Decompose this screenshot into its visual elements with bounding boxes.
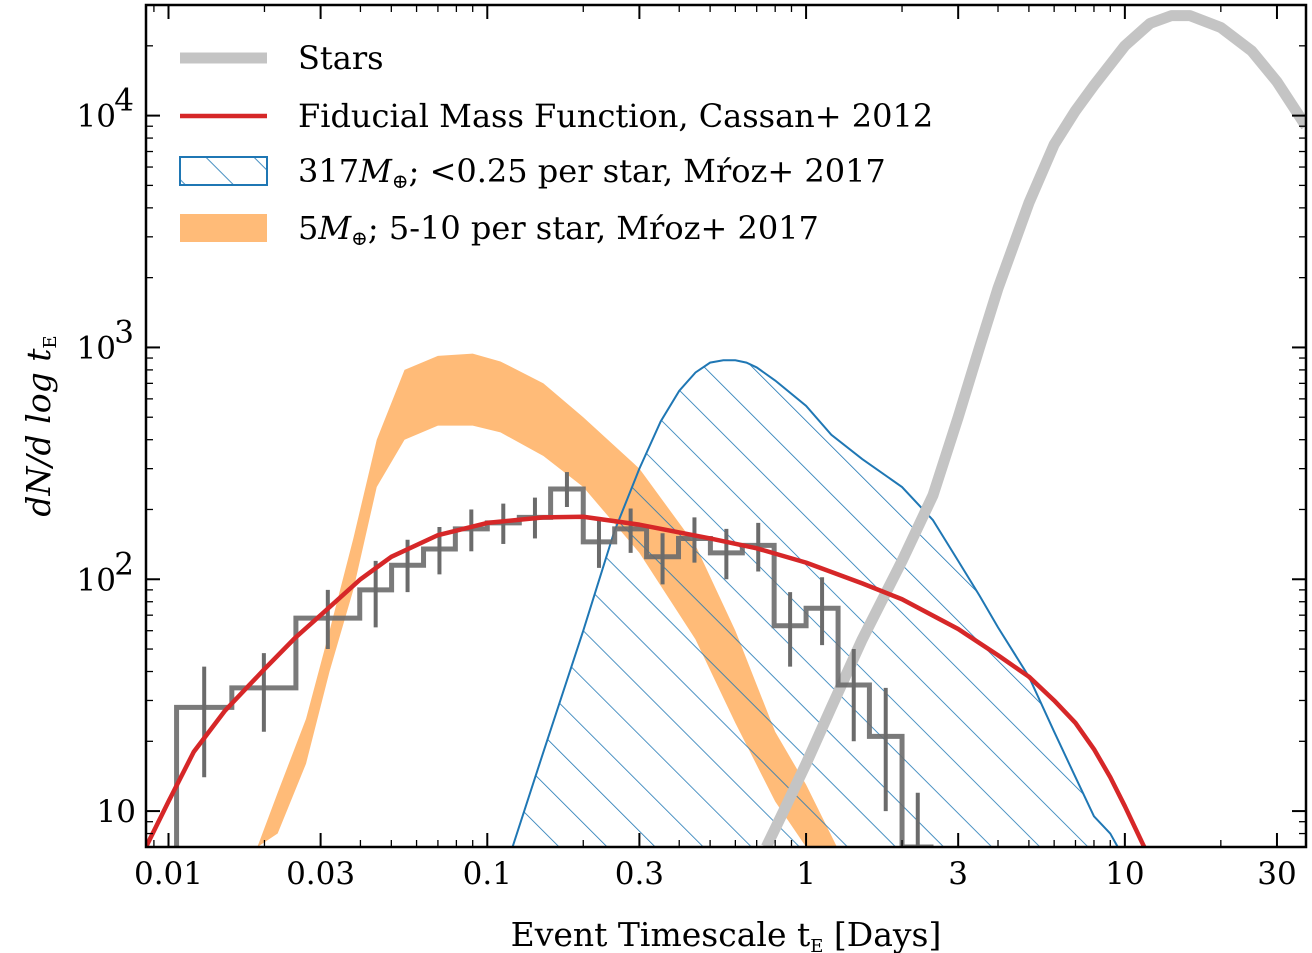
x-tick-label: 10 — [1105, 856, 1144, 892]
histogram-steps — [174, 486, 934, 847]
legend-label-stars: Stars — [298, 39, 384, 77]
y-tick-label: 10 — [97, 794, 136, 830]
x-tick-label: 30 — [1257, 856, 1296, 892]
x-tick-label: 0.3 — [615, 856, 664, 892]
jupiter-mass-hatch — [512, 360, 1118, 847]
legend-label-fiducial: Fiducial Mass Function, Cassan+ 2012 — [298, 97, 933, 135]
jupiter-mass-outline — [511, 359, 1119, 847]
legend-key-jupiter — [179, 156, 268, 186]
y-tick-label: 10 — [77, 330, 116, 366]
x-tick-label: 0.1 — [463, 856, 512, 892]
plot-area — [146, 10, 1306, 847]
x-tick-label: 1 — [796, 856, 816, 892]
y-tick-label: 10 — [77, 562, 116, 598]
x-tick-label: 0.01 — [134, 856, 203, 892]
x-tick-label: 3 — [948, 856, 968, 892]
stars-line — [761, 10, 1306, 847]
x-tick-label: 0.03 — [286, 856, 355, 892]
legend-label-jupiter: 317M⊕; <0.25 per star, Mŕoz+ 2017 — [298, 152, 886, 193]
y-tick-label: 10 — [77, 99, 116, 135]
fiducial-line — [146, 514, 1147, 847]
legend: Stars Fiducial Mass Function, Cassan+ 201… — [179, 39, 933, 250]
x-axis-label: Event Timescale tE [Days] — [511, 915, 942, 953]
plot-frame — [144, 3, 1308, 849]
y-axis-label: dN/d log tE — [19, 335, 61, 516]
y-tick-exponent: 2 — [114, 546, 134, 582]
y-tick-exponent: 3 — [114, 314, 134, 350]
legend-key-earth — [180, 214, 267, 242]
y-tick-exponent: 4 — [114, 83, 134, 119]
legend-label-earth: 5M⊕; 5-10 per star, Mŕoz+ 2017 — [298, 209, 819, 250]
